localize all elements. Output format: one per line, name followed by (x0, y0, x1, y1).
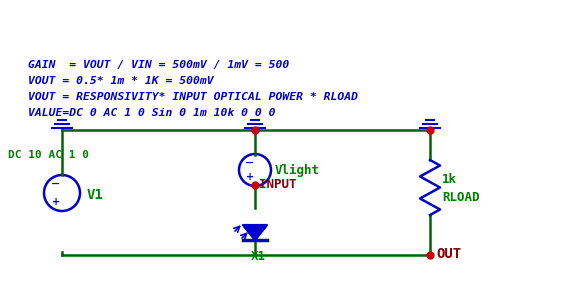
Text: +: + (52, 197, 60, 207)
Text: RLOAD: RLOAD (442, 191, 480, 204)
Polygon shape (243, 225, 267, 240)
Text: −: − (51, 179, 61, 189)
Text: X1: X1 (250, 250, 266, 263)
Text: GAIN  = VOUT / VIN = 500mV / 1mV = 500: GAIN = VOUT / VIN = 500mV / 1mV = 500 (28, 60, 289, 70)
Text: VOUT = 0.5* 1m * 1K = 500mV: VOUT = 0.5* 1m * 1K = 500mV (28, 76, 213, 86)
Text: 1k: 1k (442, 173, 457, 186)
Text: VALUE=DC 0 AC 1 0 Sin 0 1m 10k 0 0 0: VALUE=DC 0 AC 1 0 Sin 0 1m 10k 0 0 0 (28, 108, 275, 118)
Text: −: − (245, 158, 255, 168)
Text: INPUT: INPUT (259, 178, 296, 191)
Text: DC 10 AC 1 0: DC 10 AC 1 0 (8, 150, 89, 160)
Text: OUT: OUT (436, 247, 461, 261)
Text: VOUT = RESPONSIVITY* INPUT OPTICAL POWER * RLOAD: VOUT = RESPONSIVITY* INPUT OPTICAL POWER… (28, 92, 358, 102)
Text: V1: V1 (87, 188, 104, 202)
Text: Vlight: Vlight (275, 163, 320, 177)
Text: +: + (246, 172, 254, 182)
